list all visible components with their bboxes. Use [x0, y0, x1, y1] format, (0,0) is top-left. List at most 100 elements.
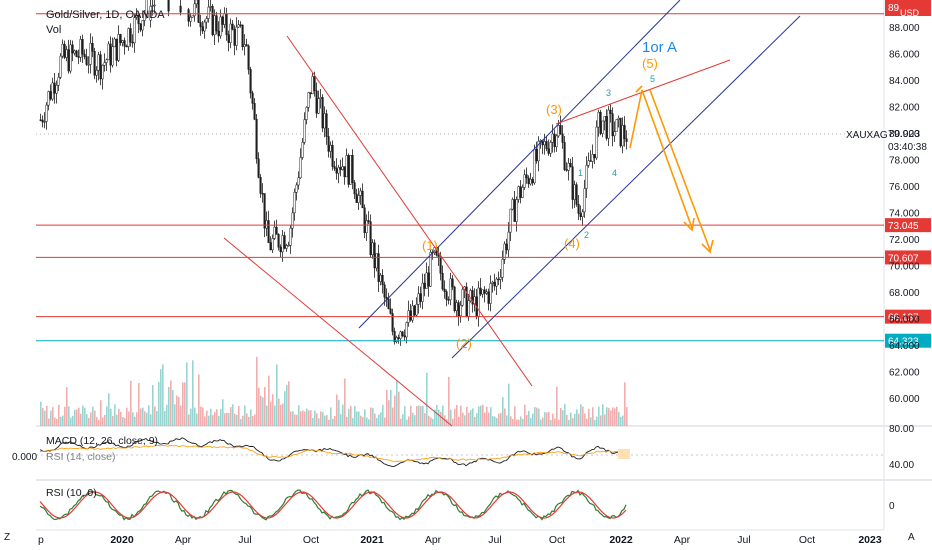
price-candles — [39, 0, 628, 346]
candle-body — [193, 3, 196, 17]
volume-bar — [276, 364, 278, 426]
volume-bar — [610, 410, 612, 426]
volume-bar — [464, 415, 466, 426]
volume-bar — [408, 416, 410, 426]
candle-body — [57, 77, 60, 86]
volume-bar — [78, 407, 80, 426]
candle-body — [391, 313, 394, 332]
channel-lower-line[interactable] — [451, 15, 801, 359]
volume-bar — [566, 414, 568, 426]
candle-body — [447, 299, 450, 301]
time-tick: Apr — [175, 534, 192, 546]
volume-bar — [350, 406, 352, 426]
volume-bar — [60, 416, 62, 426]
projection-leg-down-b[interactable] — [649, 89, 711, 251]
candle-body — [581, 211, 584, 217]
volume-bar — [376, 418, 378, 426]
candle-body — [591, 154, 594, 162]
volume-bar — [316, 413, 318, 426]
auto-scale-button[interactable]: A — [908, 532, 915, 543]
time-tick: 2023 — [858, 534, 882, 546]
candle-body — [571, 166, 574, 200]
price-tick: 66.000 — [889, 314, 920, 325]
candle-body — [595, 126, 598, 159]
projection-leg-up[interactable] — [629, 89, 643, 149]
volume-bar — [446, 419, 448, 426]
volume-bar — [330, 407, 332, 426]
subwave-label-4: 4 — [612, 168, 617, 178]
volume-bar — [504, 408, 506, 426]
time-tick: Jul — [737, 534, 750, 546]
candle-body — [399, 331, 402, 339]
volume-bar — [496, 418, 498, 426]
volume-bar — [540, 419, 542, 426]
volume-bar — [394, 395, 396, 426]
candle-body — [351, 154, 354, 183]
volume-bar — [432, 418, 434, 426]
time-tick: 2022 — [609, 534, 633, 546]
macd-signal-line — [39, 444, 627, 462]
projection-arrowhead-up[interactable] — [635, 85, 643, 93]
volume-bar — [440, 411, 442, 426]
volume-bar — [612, 407, 614, 426]
volume-bar — [68, 406, 70, 426]
candle-body — [83, 53, 86, 57]
candle-body — [69, 44, 72, 72]
candle-body — [285, 245, 288, 249]
candle-body — [535, 149, 538, 162]
candle-body — [561, 133, 564, 143]
volume-bar — [48, 418, 50, 426]
candle-body — [47, 91, 50, 106]
volume-bar — [154, 406, 156, 426]
volume-bar — [50, 410, 52, 426]
price-tick: 64.000 — [889, 341, 920, 352]
volume-bar — [264, 386, 266, 426]
volume-bar — [380, 412, 382, 426]
candle-body — [299, 157, 302, 179]
volume-bar — [442, 405, 444, 426]
candle-body — [135, 14, 138, 18]
volume-bar — [418, 405, 420, 426]
volume-bar — [202, 407, 204, 426]
time-axis-corner-left[interactable]: Z — [4, 532, 10, 543]
wave-label-1: (1) — [422, 238, 438, 253]
candle-body — [205, 18, 208, 23]
volume-bar — [240, 419, 242, 426]
candle-body — [77, 56, 80, 58]
volume-bar — [542, 417, 544, 426]
volume-bar — [368, 419, 370, 426]
candle-body — [439, 257, 442, 274]
volume-bar — [326, 415, 328, 426]
level-badge-text: 70.607 — [888, 253, 919, 264]
projection-leg-down-a[interactable] — [641, 89, 693, 229]
price-tick: 80.000 — [889, 129, 920, 140]
volume-bar — [606, 407, 608, 426]
candle-body — [137, 14, 140, 25]
candle-body — [521, 187, 524, 198]
candle-body — [79, 39, 82, 58]
volume-bar — [252, 416, 254, 426]
volume-bar — [62, 415, 64, 426]
volume-bar — [576, 409, 578, 426]
volume-bar — [526, 414, 528, 426]
candle-body — [525, 174, 528, 179]
channel-upper-line[interactable] — [358, 0, 681, 329]
volume-bar — [538, 408, 540, 426]
candle-body — [553, 133, 556, 148]
candle-body — [499, 277, 502, 280]
price-tick: 74.000 — [889, 208, 920, 219]
candle-body — [217, 30, 220, 37]
descending-trendline-lower[interactable] — [223, 237, 453, 427]
volume-bar — [586, 418, 588, 426]
descending-trendline-upper[interactable] — [286, 35, 533, 387]
candle-body — [275, 226, 278, 235]
candle-body — [393, 331, 396, 343]
volume-bar — [624, 382, 626, 426]
candle-body — [533, 149, 536, 184]
candle-body — [469, 290, 472, 301]
price-tick: 82.000 — [889, 102, 920, 113]
volume-bar — [292, 411, 294, 426]
candle-body — [523, 174, 526, 188]
volume-bar — [596, 416, 598, 426]
